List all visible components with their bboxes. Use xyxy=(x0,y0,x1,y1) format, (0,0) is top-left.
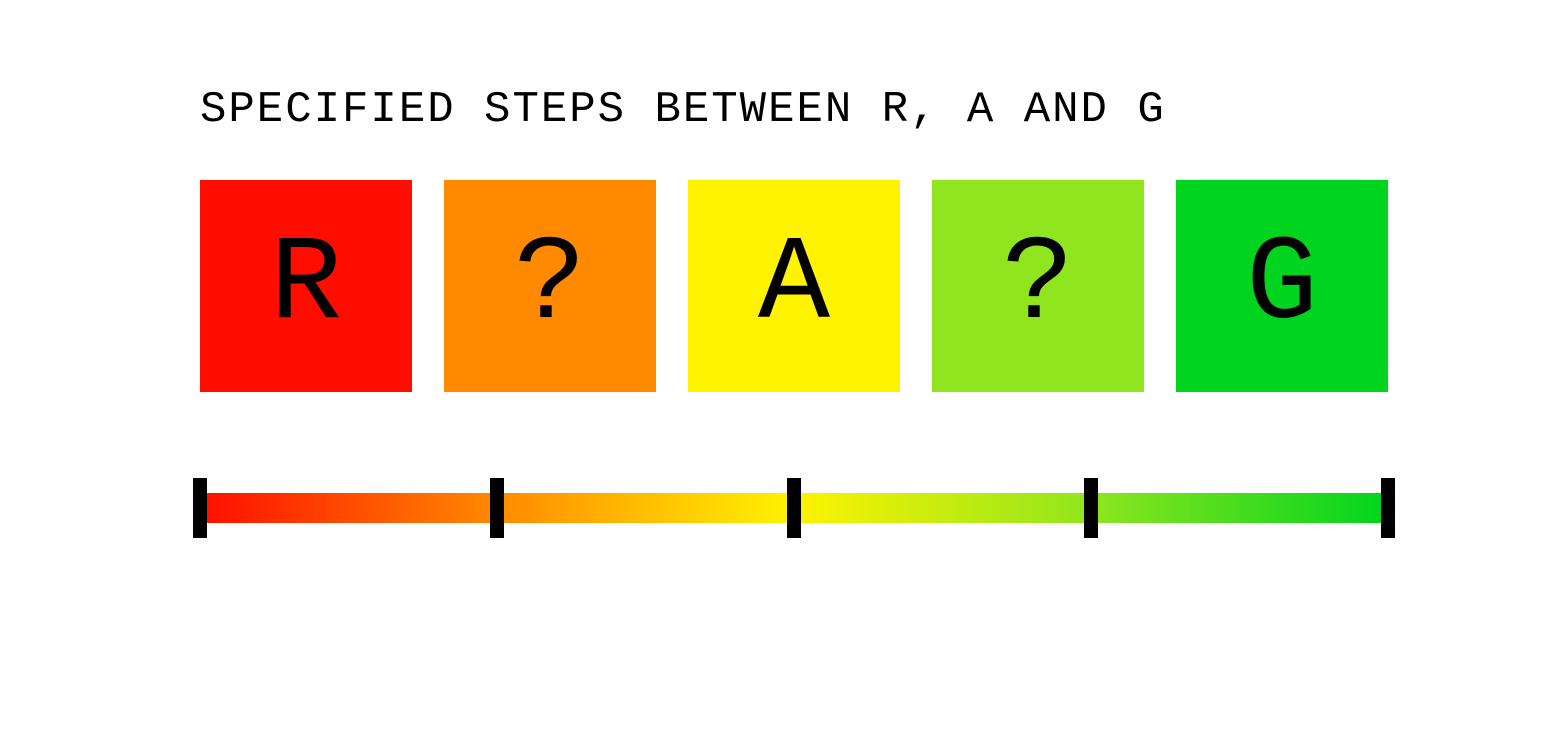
swatch-label-3: ? xyxy=(1002,226,1074,346)
gradient-scale xyxy=(200,478,1388,538)
swatch-row: R? A? G xyxy=(200,180,1388,392)
scale-tick-0 xyxy=(193,478,207,538)
swatch-label-1: ? xyxy=(514,226,586,346)
diagram-title: SPECIFIED STEPS BETWEEN R, A AND G xyxy=(200,85,1166,135)
swatch-label-4: G xyxy=(1246,226,1318,346)
scale-tick-1 xyxy=(490,478,504,538)
diagram-canvas: SPECIFIED STEPS BETWEEN R, A AND G R? A? G xyxy=(0,0,1563,750)
swatch-1: ? xyxy=(444,180,656,392)
swatch-label-0: R xyxy=(270,226,342,346)
swatch-3: ? xyxy=(932,180,1144,392)
swatch-label-2: A xyxy=(758,226,830,346)
scale-tick-2 xyxy=(787,478,801,538)
swatch-2: A xyxy=(688,180,900,392)
swatch-4: G xyxy=(1176,180,1388,392)
scale-tick-3 xyxy=(1084,478,1098,538)
scale-tick-4 xyxy=(1381,478,1395,538)
swatch-0: R xyxy=(200,180,412,392)
